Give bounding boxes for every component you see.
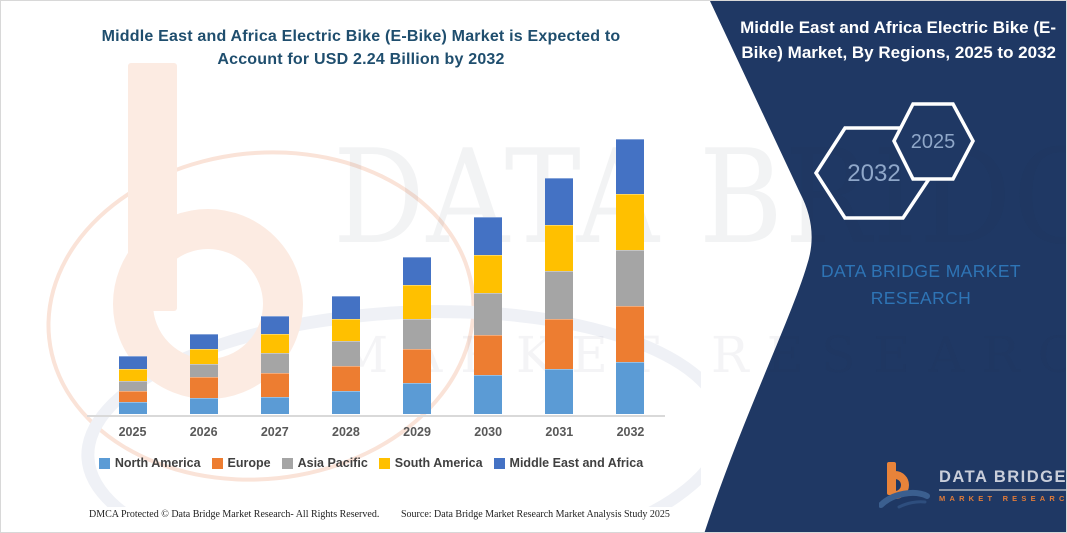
stacked-bar-2025 xyxy=(118,356,147,414)
bar-segment-2025-north-america xyxy=(118,401,147,414)
x-axis-line xyxy=(87,415,665,417)
stacked-bar-2028 xyxy=(331,295,360,414)
legend-label: Middle East and Africa xyxy=(509,456,644,470)
bar-segment-2028-south-america xyxy=(331,319,360,342)
stacked-bar-2026 xyxy=(189,334,218,414)
dmca-notice: DMCA Protected © Data Bridge Market Rese… xyxy=(89,509,380,520)
bar-segment-2032-middle-east-and-africa xyxy=(616,138,645,194)
legend-label: South America xyxy=(394,456,483,470)
logo-subtitle: MARKET RESEARCH xyxy=(939,493,1067,503)
bar-segment-2032-europe xyxy=(616,305,645,363)
bar-segment-2026-middle-east-and-africa xyxy=(189,334,218,349)
forecast-hexagons: 2032 2025 xyxy=(813,102,975,220)
legend-item-middle-east-and-africa: Middle East and Africa xyxy=(493,456,644,470)
x-axis-label-2030: 2030 xyxy=(474,425,503,439)
legend-label: Europe xyxy=(227,456,271,470)
legend-item-europe: Europe xyxy=(211,456,271,470)
legend-swatch-icon xyxy=(493,457,505,469)
chart-title-line1: Middle East and Africa Electric Bike (E-… xyxy=(101,28,621,45)
bar-segment-2029-south-america xyxy=(403,284,432,320)
bar-segment-2026-south-america xyxy=(189,348,218,364)
logo-divider xyxy=(939,488,1066,491)
chart-title-line2: Account for USD 2.24 Billion by 2032 xyxy=(217,51,505,68)
logo-name: DATA BRIDGE xyxy=(939,467,1067,486)
bar-segment-2030-europe xyxy=(474,335,503,375)
bar-segment-2026-north-america xyxy=(189,398,218,414)
bar-segment-2025-europe xyxy=(118,390,147,402)
chart-title: Middle East and Africa Electric Bike (E-… xyxy=(61,25,661,71)
bar-segment-2031-europe xyxy=(545,319,574,369)
hexagon-2032: 2032 xyxy=(813,126,936,220)
bar-segment-2028-europe xyxy=(331,366,360,391)
bar-segment-2032-asia-pacific xyxy=(616,250,645,306)
panel-title: Middle East and Africa Electric Bike (E-… xyxy=(740,18,1056,62)
bar-segment-2031-south-america xyxy=(545,224,574,272)
bar-segment-2031-asia-pacific xyxy=(545,271,574,320)
stacked-bar-2027 xyxy=(260,315,289,414)
bar-segment-2027-europe xyxy=(260,373,289,397)
brand-text-line2: RESEARCH xyxy=(870,288,972,308)
bar-segment-2030-middle-east-and-africa xyxy=(474,217,503,256)
legend-label: Asia Pacific xyxy=(297,456,368,470)
company-logo: DATA BRIDGE MARKET RESEARCH xyxy=(879,461,1067,509)
bar-segment-2031-north-america xyxy=(545,368,574,414)
chart-legend: North America Europe Asia Pacific South Ame… xyxy=(41,456,701,470)
bar-segment-2029-middle-east-and-africa xyxy=(403,256,432,285)
logo-wordmark: DATA BRIDGE MARKET RESEARCH xyxy=(939,467,1067,503)
x-axis-label-2028: 2028 xyxy=(332,425,360,439)
brand-watermark-text: DATA BRIDGE MARKET RESEARCH xyxy=(776,258,1066,312)
bar-segment-2032-south-america xyxy=(616,193,645,251)
x-axis-label-2026: 2026 xyxy=(189,425,218,439)
x-axis-label-2029: 2029 xyxy=(403,425,431,439)
bar-segment-2029-north-america xyxy=(403,383,432,414)
legend-swatch-icon xyxy=(98,457,110,469)
bar-segment-2031-middle-east-and-africa xyxy=(545,177,574,225)
bar-segment-2025-middle-east-and-africa xyxy=(118,356,147,369)
bar-segment-2027-middle-east-and-africa xyxy=(260,315,289,335)
bar-segment-2030-north-america xyxy=(474,374,503,414)
bar-segment-2032-north-america xyxy=(616,362,645,414)
bar-segment-2025-south-america xyxy=(118,368,147,381)
legend-item-asia-pacific: Asia Pacific xyxy=(281,456,368,470)
bar-segment-2025-asia-pacific xyxy=(118,380,147,391)
x-axis-label-2032: 2032 xyxy=(616,425,645,439)
legend-swatch-icon xyxy=(378,457,390,469)
bar-segment-2027-south-america xyxy=(260,334,289,353)
bar-segment-2028-middle-east-and-africa xyxy=(331,295,360,320)
hexagon-year-2032: 2032 xyxy=(847,160,900,187)
stacked-bar-2030 xyxy=(474,217,503,414)
x-axis-label-2027: 2027 xyxy=(260,425,289,439)
bar-segment-2027-asia-pacific xyxy=(260,352,289,374)
hexagon-year-2025: 2025 xyxy=(911,131,956,153)
legend-item-south-america: South America xyxy=(378,456,483,470)
bar-segment-2030-asia-pacific xyxy=(474,293,503,336)
bar-segment-2029-asia-pacific xyxy=(403,319,432,349)
bar-segment-2028-asia-pacific xyxy=(331,341,360,367)
legend-swatch-icon xyxy=(211,457,223,469)
brand-text-line1: DATA BRIDGE MARKET xyxy=(820,261,1022,281)
stacked-bar-2032 xyxy=(616,138,645,414)
x-axis-label-2025: 2025 xyxy=(118,425,147,439)
bar-segment-2026-asia-pacific xyxy=(189,363,218,378)
stacked-bar-2029 xyxy=(403,256,432,414)
bar-segment-2027-north-america xyxy=(260,396,289,414)
bar-segment-2030-south-america xyxy=(474,255,503,294)
bar-segment-2029-europe xyxy=(403,348,432,384)
legend-label: North America xyxy=(114,456,201,470)
bar-segment-2028-north-america xyxy=(331,390,360,414)
x-axis-label-2031: 2031 xyxy=(545,425,574,439)
hexagon-2025: 2025 xyxy=(892,102,975,181)
legend-swatch-icon xyxy=(281,457,293,469)
bar-segment-2026-europe xyxy=(189,377,218,399)
legend-item-north-america: North America xyxy=(98,456,201,470)
logo-b-icon xyxy=(879,462,930,509)
stacked-bar-2031 xyxy=(545,177,574,414)
source-note: Source: Data Bridge Market Research Mark… xyxy=(401,509,670,520)
